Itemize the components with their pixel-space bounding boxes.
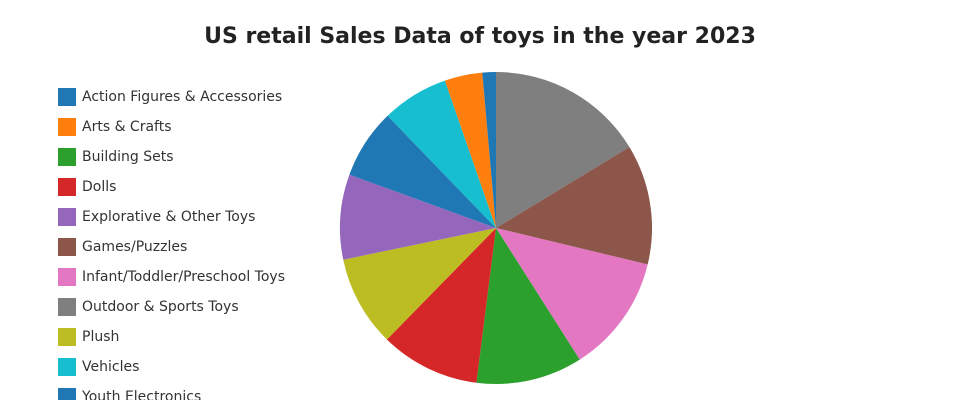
- legend-swatch: [58, 238, 76, 256]
- legend-label: Action Figures & Accessories: [82, 89, 282, 105]
- legend-swatch: [58, 208, 76, 226]
- legend-swatch: [58, 88, 76, 106]
- legend-swatch: [58, 388, 76, 400]
- legend-label: Youth Electronics: [81, 389, 201, 400]
- pie-slice: [349, 115, 496, 228]
- pie-slice: [496, 147, 653, 265]
- legend-label: Infant/Toddler/Preschool Toys: [82, 269, 285, 285]
- pie-slice: [482, 72, 496, 228]
- legend-label: Building Sets: [82, 149, 174, 165]
- pie-slice: [444, 72, 496, 228]
- pie-slice: [340, 174, 496, 260]
- pie-slice: [387, 80, 496, 229]
- legend-label: Explorative & Other Toys: [82, 209, 255, 225]
- pie-slice: [343, 228, 496, 340]
- legend-swatch: [58, 328, 76, 346]
- chart-title: US retail Sales Data of toys in the year…: [204, 24, 756, 49]
- pie-slice: [496, 228, 648, 360]
- legend-swatch: [58, 268, 76, 286]
- pie-slice: [386, 228, 496, 383]
- legend-label: Dolls: [82, 179, 116, 195]
- legend-label: Plush: [82, 329, 119, 345]
- legend-swatch: [58, 118, 76, 136]
- legend-swatch: [58, 148, 76, 166]
- legend-swatch: [58, 178, 76, 196]
- legend-label: Arts & Crafts: [82, 119, 172, 135]
- legend-label: Outdoor & Sports Toys: [82, 299, 239, 315]
- pie-slice: [496, 72, 630, 228]
- legend-swatch: [58, 358, 76, 376]
- pie-slice: [476, 228, 580, 384]
- legend-label: Vehicles: [82, 359, 139, 375]
- legend-swatch: [58, 298, 76, 316]
- legend-label: Games/Puzzles: [82, 239, 187, 255]
